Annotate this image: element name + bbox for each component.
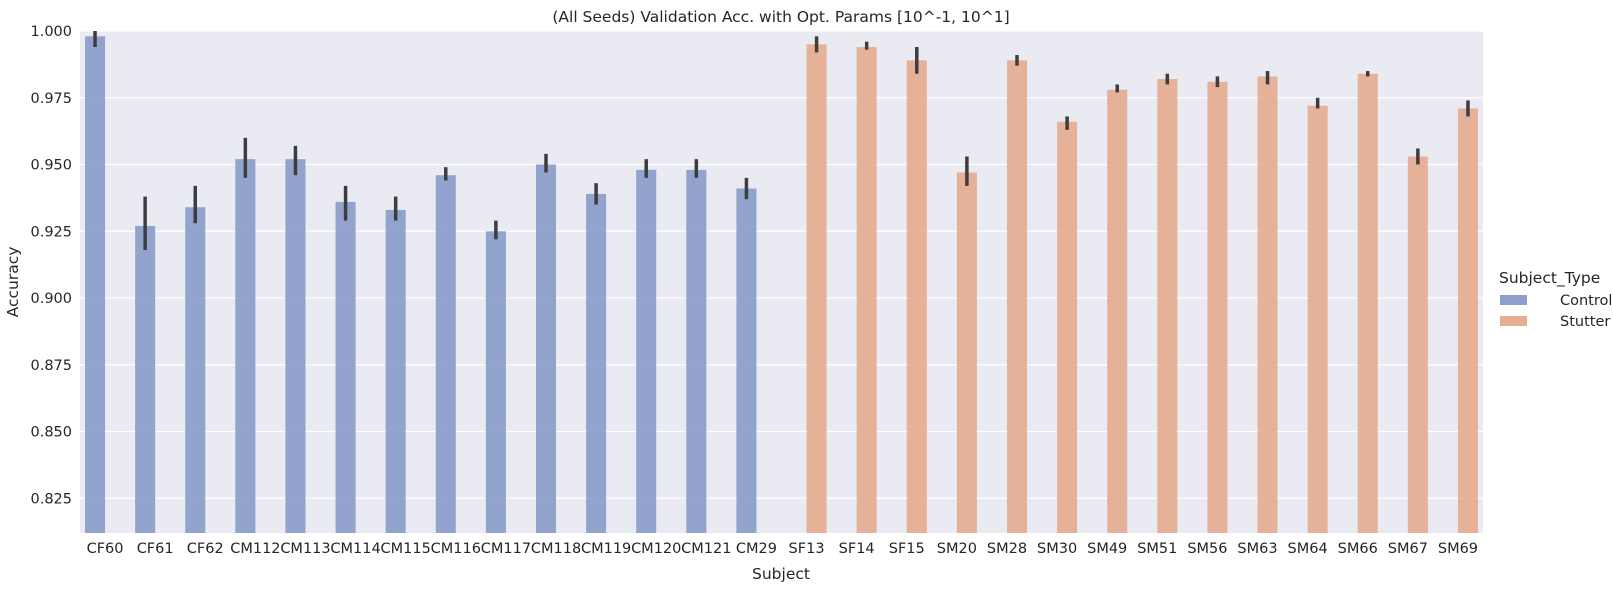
legend-label-stutter: Stutter <box>1560 314 1610 330</box>
x-tick-label: CM115 <box>381 541 431 557</box>
x-tick-label: CM29 <box>736 541 777 557</box>
y-tick-label: 0.925 <box>30 224 72 240</box>
y-tick-labels: 0.825 0.850 0.875 0.900 0.925 0.950 0.975 1.000 <box>30 24 72 507</box>
x-tick-label: CF60 <box>87 541 124 557</box>
bar-stutter-sm66 <box>1357 73 1378 534</box>
x-tick-label: SM64 <box>1288 541 1328 557</box>
legend-swatch-control <box>1500 295 1527 305</box>
bar-control-cf61 <box>135 225 156 533</box>
x-tick-label: SM51 <box>1137 541 1177 557</box>
legend-label-control: Control <box>1560 293 1612 309</box>
y-tick-label: 0.875 <box>30 358 72 374</box>
bars <box>85 36 1478 534</box>
bar-control-cf60 <box>85 36 106 534</box>
chart-title: (All Seeds) Validation Acc. with Opt. Pa… <box>552 8 1009 26</box>
y-tick-label: 0.950 <box>30 158 72 174</box>
bar-control-cm119 <box>586 193 607 533</box>
y-tick-label: 0.900 <box>30 291 72 307</box>
x-tick-label: SM28 <box>987 541 1027 557</box>
x-tick-label: CM120 <box>631 541 681 557</box>
x-tick-label: CF62 <box>187 541 224 557</box>
y-axis-title: Accuracy <box>4 247 22 318</box>
legend-swatch-stutter <box>1500 316 1527 326</box>
gridlines <box>80 30 1483 499</box>
x-tick-label: SM66 <box>1338 541 1378 557</box>
bar-control-cm114 <box>335 201 356 533</box>
x-tick-label: CF61 <box>137 541 174 557</box>
x-tick-label: SM67 <box>1388 541 1428 557</box>
bar-stutter-sf13 <box>806 44 827 533</box>
x-tick-label: CM113 <box>280 541 330 557</box>
bar-stutter-sf15 <box>906 60 927 533</box>
bar-stutter-sm51 <box>1157 79 1178 533</box>
bar-control-cm29 <box>736 188 757 534</box>
bar-stutter-sm63 <box>1257 76 1278 533</box>
bar-stutter-sm67 <box>1407 156 1428 533</box>
x-tick-label: CM116 <box>431 541 481 557</box>
x-tick-label: SF15 <box>889 541 925 557</box>
bar-stutter-sm28 <box>1006 60 1028 533</box>
bar-control-cm117 <box>485 231 506 533</box>
legend: Subject_Type Control Stutter <box>1499 269 1612 330</box>
bar-control-cm116 <box>435 175 456 534</box>
plot-background <box>80 31 1483 533</box>
x-tick-label: SM49 <box>1087 541 1127 557</box>
bar-stutter-sm49 <box>1107 89 1128 533</box>
bar-stutter-sm20 <box>956 172 977 533</box>
x-tick-label: CM112 <box>230 541 280 557</box>
x-tick-label: SM63 <box>1237 541 1277 557</box>
y-tick-label: 1.000 <box>30 24 72 40</box>
x-tick-label: CM119 <box>581 541 631 557</box>
x-tick-label: SM20 <box>937 541 977 557</box>
bar-stutter-sm69 <box>1457 108 1478 534</box>
y-tick-label: 0.850 <box>30 425 72 441</box>
x-tick-label: SM69 <box>1438 541 1478 557</box>
legend-title: Subject_Type <box>1499 269 1600 288</box>
bar-control-cm118 <box>535 164 557 534</box>
bar-control-cm120 <box>636 169 657 533</box>
bar-stutter-sm30 <box>1057 121 1078 533</box>
x-tick-labels: CF60 CF61 CF62 CM112 CM113 CM114 CM115 CM116 CM1… <box>87 541 1478 557</box>
x-tick-label: SM56 <box>1187 541 1227 557</box>
bar-control-cm112 <box>235 159 256 533</box>
bar-stutter-sm56 <box>1207 81 1228 533</box>
bar-control-cf62 <box>185 207 206 533</box>
bar-control-cm113 <box>285 159 306 533</box>
y-tick-label: 0.825 <box>30 491 72 507</box>
error-bars <box>93 31 1470 250</box>
x-tick-label: SM30 <box>1037 541 1077 557</box>
bar-stutter-sm64 <box>1307 105 1328 533</box>
x-tick-label: CM117 <box>481 541 531 557</box>
bar-control-cm115 <box>385 209 406 534</box>
x-tick-label: CM114 <box>330 541 380 557</box>
x-tick-label: SF14 <box>839 541 875 557</box>
x-axis-title: Subject <box>752 565 810 583</box>
y-tick-label: 0.975 <box>30 91 72 107</box>
x-tick-label: CM121 <box>681 541 731 557</box>
bar-stutter-sf14 <box>856 47 877 534</box>
bar-control-cm121 <box>686 169 707 533</box>
x-tick-label: SF13 <box>789 541 825 557</box>
x-tick-label: CM118 <box>531 541 581 557</box>
